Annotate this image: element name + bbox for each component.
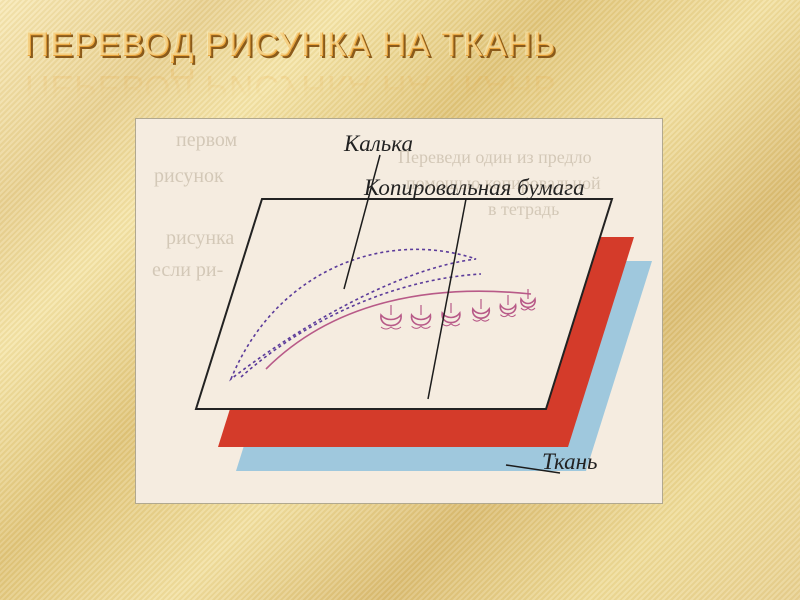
- ghost-text: первом: [176, 129, 237, 152]
- slide-background: ПЕРЕВОД РИСУНКА НА ТКАНЬПЕРЕВОД РИСУНКА …: [0, 0, 800, 600]
- ghost-text: помощью копировальной: [406, 173, 601, 194]
- diagram-container: Калька Копировальная бумага Ткань первом…: [135, 118, 663, 504]
- ghost-text: рисунка: [166, 227, 234, 250]
- ghost-text: Переведи один из предло: [398, 147, 592, 168]
- ghost-text: если ри-: [152, 259, 223, 282]
- ghost-text: рисунок: [154, 165, 224, 188]
- label-fabric: Ткань: [542, 449, 598, 475]
- ghost-text: в тетрадь: [488, 199, 559, 220]
